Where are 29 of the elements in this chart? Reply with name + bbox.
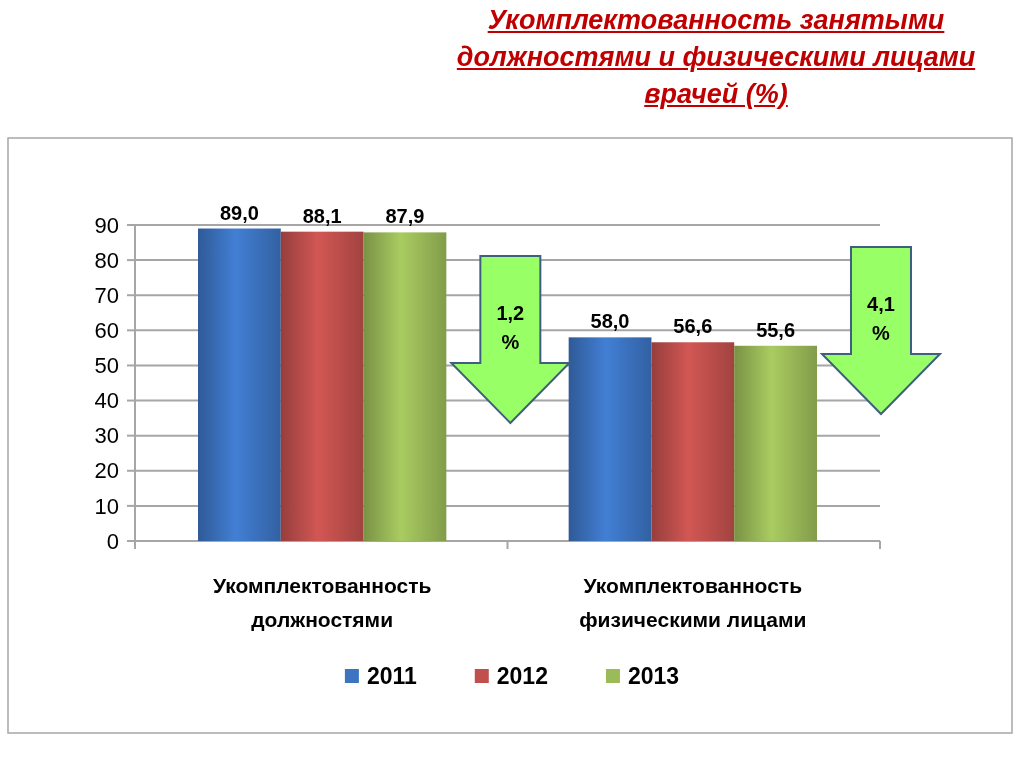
y-tick-label: 20 <box>94 458 119 484</box>
data-label: 58,0 <box>590 310 630 333</box>
y-tick-label: 0 <box>106 528 119 554</box>
data-label: 88,1 <box>302 204 342 227</box>
chart-title: Укомплектованность занятыми должностями и физическими лицами врачей (%) <box>455 4 977 111</box>
x-tick-label: Укомплектованность должностями <box>212 574 432 631</box>
y-tick-label: 10 <box>94 493 119 519</box>
annotation: 1,2 % <box>496 302 525 353</box>
bar <box>280 231 364 541</box>
data-label: 87,9 <box>385 205 425 228</box>
x-tick-label: Укомплектованность физическими лицами <box>579 574 807 631</box>
bar <box>734 345 817 541</box>
y-tick-label: 40 <box>94 388 119 414</box>
y-tick-label: 50 <box>94 353 119 379</box>
y-tick-label: 70 <box>94 282 119 308</box>
y-tick-label: 80 <box>94 247 119 273</box>
bar <box>198 228 281 541</box>
data-label: 56,6 <box>673 315 713 338</box>
legend-label: 2012 <box>496 663 548 690</box>
legend-label: 2011 <box>366 663 417 690</box>
bar <box>651 342 735 541</box>
y-tick-label: 60 <box>94 318 119 344</box>
annotation: 4,1 % <box>867 293 895 344</box>
bar <box>568 337 652 541</box>
y-tick-label: 90 <box>94 212 119 238</box>
data-label: 89,0 <box>219 201 259 224</box>
y-tick-label: 30 <box>94 423 119 449</box>
data-label: 55,6 <box>756 318 796 341</box>
legend-label: 2013 <box>627 663 680 690</box>
